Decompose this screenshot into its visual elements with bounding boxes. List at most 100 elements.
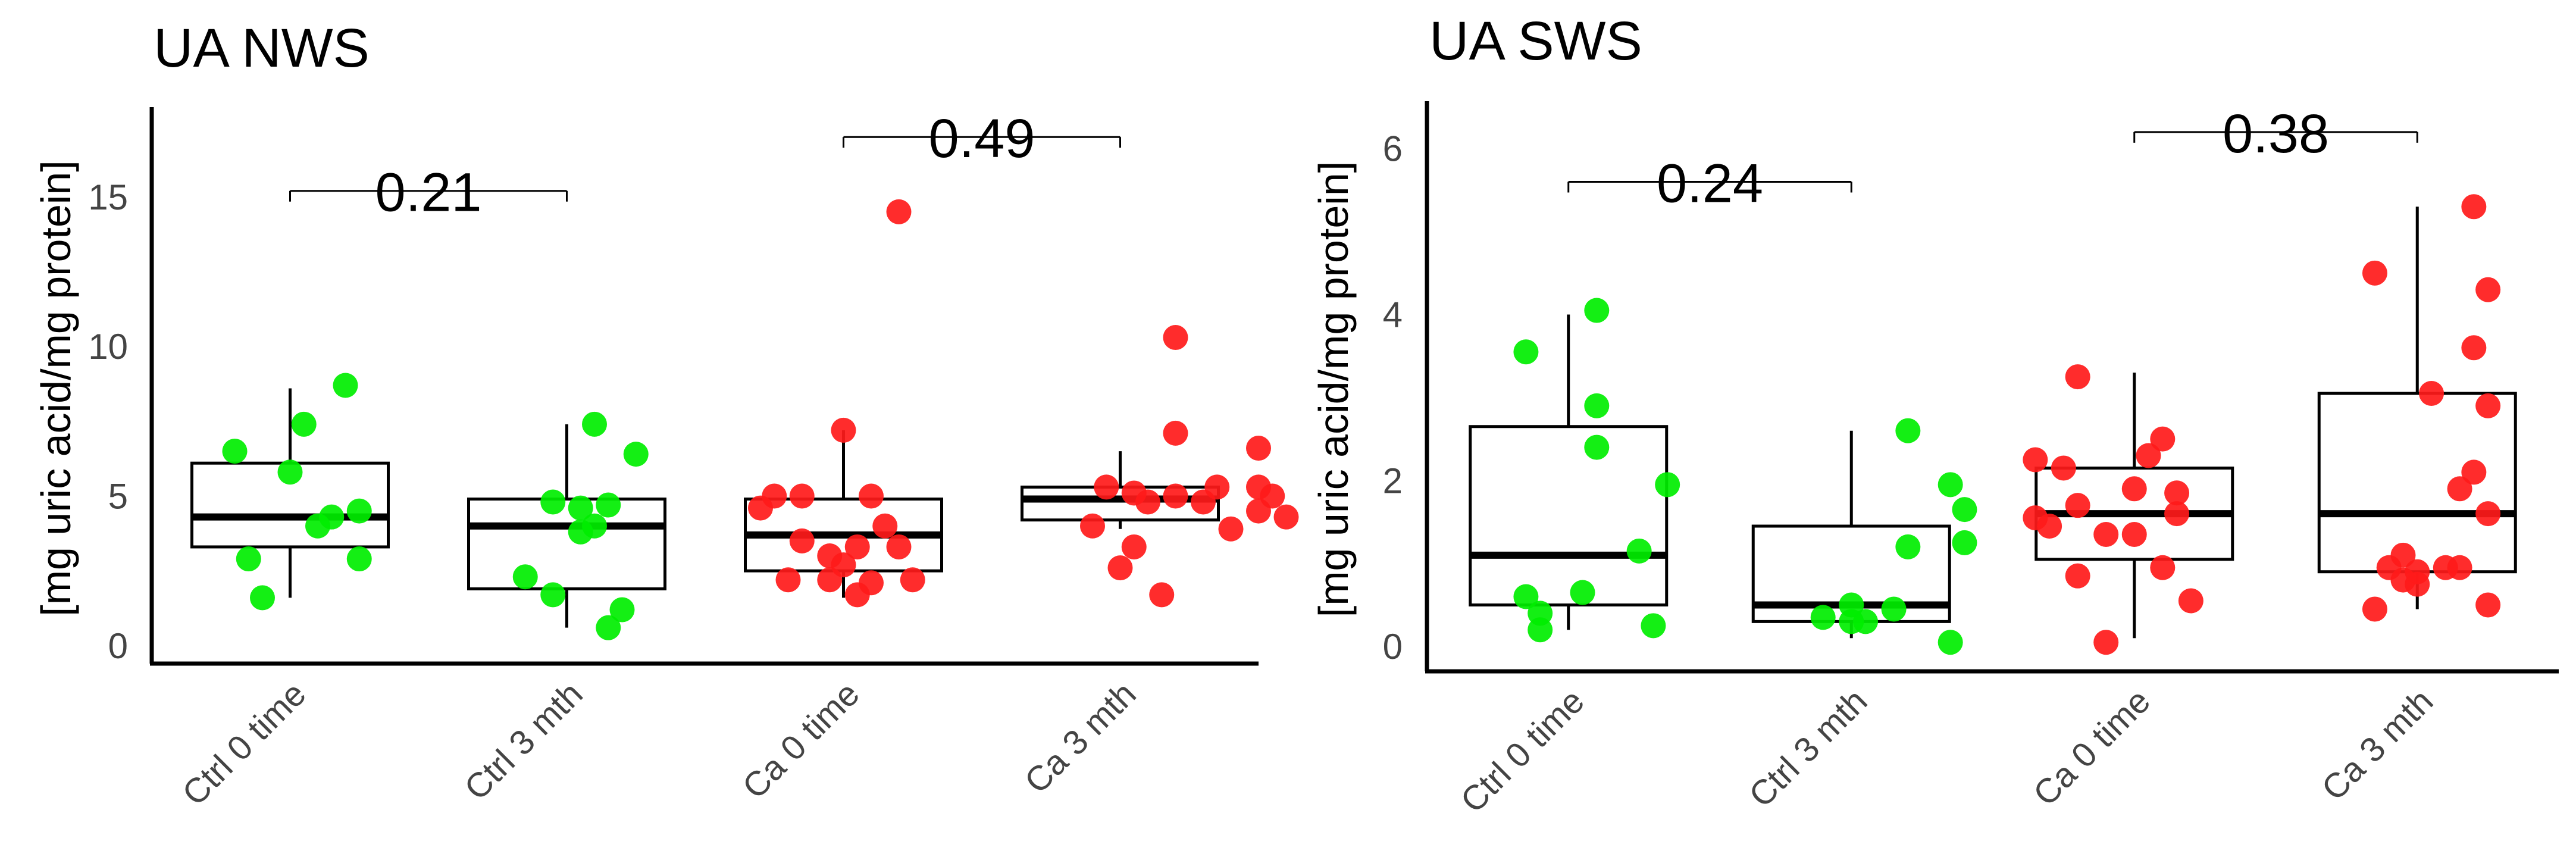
data-point <box>2164 501 2190 527</box>
x-category-label: Ctrl 0 time <box>1453 681 1592 820</box>
data-point <box>1163 325 1188 351</box>
data-point <box>623 442 649 467</box>
data-point <box>1191 489 1216 515</box>
x-category-label: Ctrl 0 time <box>175 674 314 813</box>
data-point <box>2475 393 2501 418</box>
box-iqr <box>1469 425 1669 606</box>
chart-title: UA SWS <box>1429 11 1642 71</box>
data-point <box>1655 472 1680 498</box>
data-point <box>582 411 607 437</box>
data-point <box>2051 455 2076 481</box>
data-point <box>2065 364 2090 390</box>
box-iqr <box>1021 485 1220 522</box>
data-point <box>1584 434 1610 460</box>
data-point <box>1895 418 1921 443</box>
data-point <box>1839 609 1864 634</box>
x-category-label: Ctrl 3 mth <box>1742 681 1875 815</box>
box-1 <box>1469 314 1669 630</box>
data-point <box>2461 335 2487 361</box>
data-point <box>859 483 884 509</box>
y-tick-label: 5 <box>108 476 128 516</box>
data-point <box>1094 474 1119 500</box>
data-point <box>2121 476 2147 502</box>
data-point <box>1938 472 1963 498</box>
data-point <box>596 492 621 518</box>
box-4 <box>1021 451 1220 529</box>
data-point <box>886 534 912 559</box>
box-iqr <box>2317 392 2517 574</box>
data-point <box>596 615 621 640</box>
data-point <box>817 567 843 593</box>
data-point <box>609 597 635 623</box>
data-point <box>512 564 538 590</box>
data-point <box>2475 501 2501 527</box>
data-point <box>1938 630 1963 655</box>
data-point <box>1246 436 1271 461</box>
data-point <box>333 373 358 398</box>
data-point <box>1163 483 1188 509</box>
data-point <box>1121 534 1147 559</box>
data-point <box>1952 497 1977 523</box>
data-point <box>2065 563 2090 589</box>
data-point <box>305 513 330 539</box>
data-point <box>900 567 925 593</box>
data-point <box>1513 584 1539 609</box>
box-iqr <box>467 498 666 590</box>
data-point <box>568 519 593 545</box>
data-point <box>2447 476 2472 502</box>
data-point <box>1584 393 1610 418</box>
data-point <box>1107 555 1133 581</box>
data-point <box>748 495 773 521</box>
data-point <box>1218 516 1244 542</box>
box-2 <box>467 424 666 628</box>
data-point <box>540 582 566 608</box>
data-point <box>2093 521 2119 547</box>
p-value-label: 0.21 <box>375 162 481 223</box>
data-point <box>775 567 801 593</box>
data-point <box>277 459 303 485</box>
p-value-label: 0.49 <box>928 108 1035 169</box>
data-point <box>1570 580 1595 605</box>
comparison-bracket: 0.49 <box>843 108 1121 169</box>
y-tick-label: 10 <box>88 327 128 367</box>
data-point <box>2023 447 2048 473</box>
y-axis-label: [mg uric acid/mg protein] <box>33 160 79 616</box>
data-point <box>2475 592 2501 618</box>
p-value-label: 0.24 <box>1657 153 1763 214</box>
data-point <box>789 483 815 509</box>
chart-panel-2: UA SWS [mg uric acid/mg protein] 0 2 4 6 Ctrl … <box>1310 11 2559 820</box>
data-point <box>291 411 317 437</box>
p-value-label: 0.38 <box>2223 104 2329 164</box>
chart-title: UA NWS <box>154 18 370 79</box>
data-point <box>1626 538 1652 564</box>
data-point <box>2121 521 2147 547</box>
data-point <box>568 495 593 521</box>
data-point <box>2037 514 2062 539</box>
data-point <box>2136 443 2161 468</box>
data-point <box>789 528 815 553</box>
x-category-label: Ca 3 mth <box>1017 674 1143 800</box>
data-point <box>886 199 912 224</box>
comparison-bracket: 0.24 <box>1567 153 1852 214</box>
data-point <box>2362 260 2387 286</box>
data-point <box>346 498 372 524</box>
data-point <box>2150 555 2176 580</box>
data-point <box>1881 596 1907 622</box>
data-point <box>2164 480 2190 506</box>
y-tick-label: 6 <box>1383 129 1403 169</box>
x-category-label: Ca 3 mth <box>2314 681 2440 808</box>
y-tick-label: 0 <box>1383 627 1403 667</box>
data-point <box>2461 194 2487 220</box>
data-point <box>346 546 372 572</box>
data-point <box>2178 588 2203 614</box>
data-point <box>2419 380 2444 406</box>
y-tick-label: 4 <box>1383 295 1403 335</box>
data-point <box>1584 298 1610 323</box>
data-point <box>844 582 870 608</box>
data-point <box>2475 277 2501 302</box>
data-point <box>222 439 248 464</box>
data-point <box>250 585 275 611</box>
data-point <box>1149 582 1175 608</box>
